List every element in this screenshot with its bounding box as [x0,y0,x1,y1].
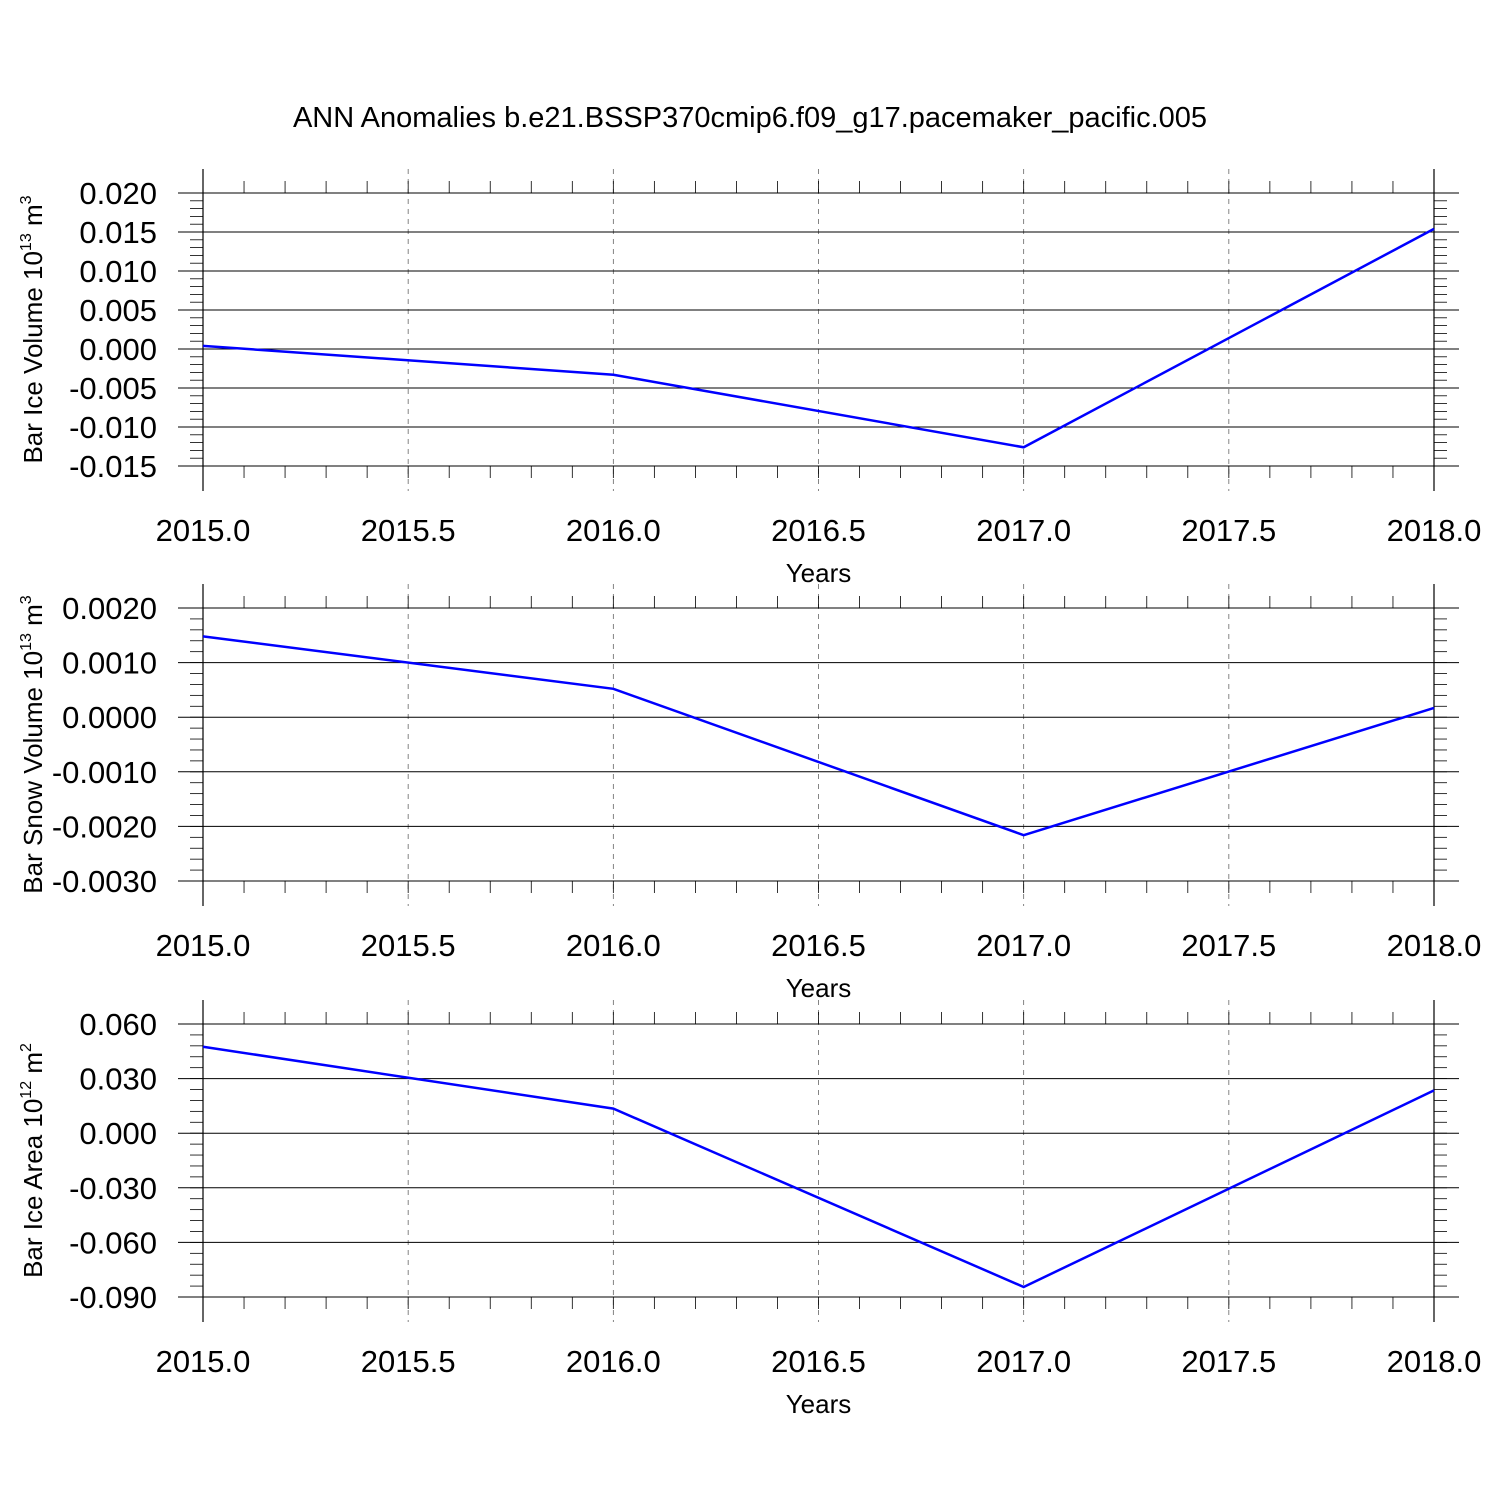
x-tick-label: 2017.0 [976,513,1071,548]
y-tick-label: 0.020 [79,176,157,211]
y-tick-label: 0.0010 [62,646,157,681]
x-tick-label: 2017.0 [976,1344,1071,1379]
x-tick-label: 2016.0 [566,513,661,548]
y-tick-label: 0.0000 [62,700,157,735]
y-tick-label: -0.005 [69,371,157,406]
y-tick-label: -0.015 [69,449,157,484]
y-tick-label: 0.0020 [62,591,157,626]
y-tick-label: -0.0010 [52,755,157,790]
x-tick-label: 2018.0 [1387,1344,1482,1379]
x-tick-label: 2017.5 [1181,928,1276,963]
chart-panel-3: 0.060 0.030 0.000 -0.030 -0.060 -0.090 2015.0 2… [18,1000,1481,1419]
x-tick-label: 2016.0 [566,928,661,963]
x-tick-label: 2015.0 [156,1344,251,1379]
x-tick-label: 2018.0 [1387,928,1482,963]
x-tick-label: 2017.5 [1181,1344,1276,1379]
x-tick-label: 2015.0 [156,513,251,548]
y-tick-label: 0.010 [79,254,157,289]
y-tick-label: 0.000 [79,1116,157,1151]
x-tick-label: 2016.5 [771,1344,866,1379]
x-tick-label: 2016.0 [566,1344,661,1379]
y-tick-label: 0.015 [79,215,157,250]
x-tick-label: 2015.5 [361,513,456,548]
y-tick-label: 0.000 [79,332,157,367]
y-tick-label: -0.0030 [52,864,157,899]
y-tick-label: -0.090 [69,1280,157,1315]
y-tick-label: -0.010 [69,410,157,445]
y-tick-label: -0.030 [69,1171,157,1206]
y-axis-title: Bar Ice Volume 1013 m3 [18,195,48,463]
x-tick-label: 2016.5 [771,513,866,548]
data-series-line [202,1045,1435,1289]
chart-panel-1: 0.020 0.015 0.010 0.005 0.000 -0.005 -0.010 -0.… [18,169,1481,588]
x-axis-title: Years [786,558,852,588]
y-axis-title: Bar Snow Volume 1013 m3 [18,595,48,894]
y-tick-label: -0.060 [69,1225,157,1260]
data-series-line [202,635,1435,837]
data-series-line [202,227,1435,449]
x-axis-title: Years [786,973,852,1003]
page-title: ANN Anomalies b.e21.BSSP370cmip6.f09_g17… [292,102,1208,134]
y-tick-label: 0.060 [79,1007,157,1042]
x-tick-label: 2017.0 [976,928,1071,963]
x-tick-label: 2016.5 [771,928,866,963]
chart-panel-2: 0.0020 0.0010 0.0000 -0.0010 -0.0020 -0.0030 2… [18,584,1481,1003]
x-axis-title: Years [786,1389,852,1419]
y-tick-label: 0.030 [79,1062,157,1097]
x-tick-label: 2015.5 [361,928,456,963]
x-tick-label: 2015.0 [156,928,251,963]
y-axis-title: Bar Ice Area 1012 m2 [18,1043,48,1278]
y-tick-label: -0.0020 [52,809,157,844]
x-tick-label: 2018.0 [1387,513,1482,548]
x-tick-label: 2017.5 [1181,513,1276,548]
x-tick-label: 2015.5 [361,1344,456,1379]
y-tick-label: 0.005 [79,293,157,328]
